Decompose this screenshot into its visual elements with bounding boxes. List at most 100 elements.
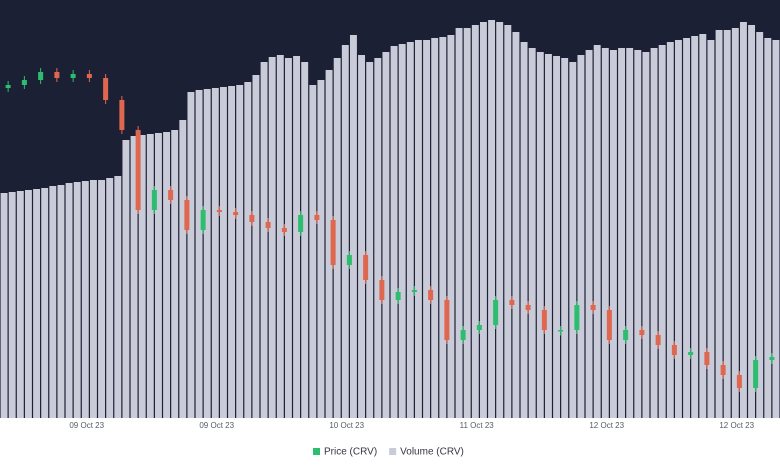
candle-body xyxy=(330,220,336,265)
volume-bar xyxy=(65,183,73,418)
candle-body xyxy=(135,130,141,210)
volume-bar xyxy=(707,40,715,418)
volume-bar xyxy=(309,85,317,418)
candle-body xyxy=(314,215,320,220)
candle-body xyxy=(671,345,677,355)
candle-body xyxy=(265,222,271,228)
legend-label: Price (CRV) xyxy=(324,447,377,458)
volume-bar xyxy=(634,50,642,418)
x-tick-label: 10 Oct 23 xyxy=(329,421,364,430)
volume-bar xyxy=(439,37,447,418)
x-tick-label: 12 Oct 23 xyxy=(589,421,624,430)
candle-body xyxy=(493,300,499,325)
volume-bar xyxy=(488,20,496,418)
candle-body xyxy=(606,310,612,340)
volume-bar xyxy=(691,36,699,418)
legend-swatch xyxy=(313,448,320,455)
candle-body xyxy=(379,280,385,300)
volume-bar xyxy=(618,48,626,418)
volume-bar xyxy=(626,48,634,418)
candle-body xyxy=(655,335,661,345)
volume-bar xyxy=(138,135,146,418)
volume-bar xyxy=(423,40,431,418)
candle-body xyxy=(103,78,109,100)
legend[interactable]: Price (CRV) Volume (CRV) xyxy=(313,447,464,458)
volume-bar xyxy=(187,92,195,418)
candle-body xyxy=(476,325,482,330)
candle-body xyxy=(5,85,11,88)
legend-label: Volume (CRV) xyxy=(400,447,464,458)
volume-bar xyxy=(154,133,162,418)
volume-bar xyxy=(366,62,374,418)
volume-bar xyxy=(642,52,650,418)
candle-body xyxy=(298,215,304,232)
volume-bar xyxy=(106,178,114,418)
x-tick-label: 12 Oct 23 xyxy=(719,421,754,430)
volume-bar xyxy=(398,44,406,418)
legend-item[interactable]: Volume (CRV) xyxy=(389,447,464,458)
volume-bar xyxy=(406,42,414,418)
candle-body xyxy=(558,330,564,332)
volume-bar xyxy=(431,38,439,418)
volume-bar xyxy=(179,120,187,418)
volume-bar xyxy=(293,56,301,418)
legend-item[interactable]: Price (CRV) xyxy=(313,447,377,458)
volume-bar xyxy=(666,42,674,418)
volume-bar xyxy=(374,58,382,418)
volume-bar xyxy=(244,82,252,418)
x-tick-label: 11 Oct 23 xyxy=(460,421,495,430)
volume-bar xyxy=(764,38,772,418)
volume-bar xyxy=(0,193,8,418)
volume-bar xyxy=(723,30,731,418)
candle-body xyxy=(753,360,759,388)
volume-bar xyxy=(358,55,366,418)
volume-bar xyxy=(122,140,130,418)
candle-body xyxy=(200,210,206,230)
candle-body xyxy=(151,190,157,210)
volume-bar xyxy=(382,52,390,418)
candle-body xyxy=(395,292,401,300)
volume-bar xyxy=(195,90,203,418)
volume-bar xyxy=(609,50,617,418)
volume-bar xyxy=(544,54,552,418)
volume-bar xyxy=(228,86,236,418)
volume-bar xyxy=(49,186,57,418)
volume-bar xyxy=(89,180,97,418)
volume-bar xyxy=(130,136,138,418)
volume-bar xyxy=(41,188,49,418)
volume-bar xyxy=(739,22,747,418)
x-tick-label: 09 Oct 23 xyxy=(199,421,234,430)
candle-body xyxy=(428,290,434,300)
volume-bar xyxy=(447,35,455,418)
candle-body xyxy=(460,330,466,340)
volume-bar xyxy=(585,50,593,418)
x-axis: 09 Oct 23 09 Oct 23 10 Oct 23 11 Oct 23 12 O… xyxy=(69,421,754,430)
volume-bar xyxy=(301,62,309,418)
volume-bar xyxy=(284,58,292,418)
volume-bar xyxy=(699,34,707,418)
volume-bar xyxy=(317,80,325,418)
volume-bar xyxy=(236,85,244,418)
volume-bar xyxy=(731,28,739,418)
volume-bar xyxy=(601,48,609,418)
volume-bar xyxy=(163,132,171,418)
volume-bar xyxy=(341,45,349,418)
candle-body xyxy=(249,215,255,222)
candle-body xyxy=(281,228,287,232)
volume-bar xyxy=(33,189,41,418)
volume-bar xyxy=(569,62,577,418)
volume-bar xyxy=(276,55,284,418)
volume-bar xyxy=(536,52,544,418)
x-tick-label: 09 Oct 23 xyxy=(69,421,104,430)
candle-body xyxy=(70,74,76,78)
candle-body xyxy=(574,305,580,330)
volume-bar xyxy=(756,32,764,418)
volume-bar xyxy=(577,55,585,418)
legend-swatch xyxy=(389,448,397,455)
volume-bar xyxy=(772,40,780,418)
volume-bar xyxy=(748,25,756,418)
volume-bar xyxy=(528,48,536,418)
volume-bar xyxy=(146,134,154,418)
volume-bar xyxy=(57,185,65,418)
